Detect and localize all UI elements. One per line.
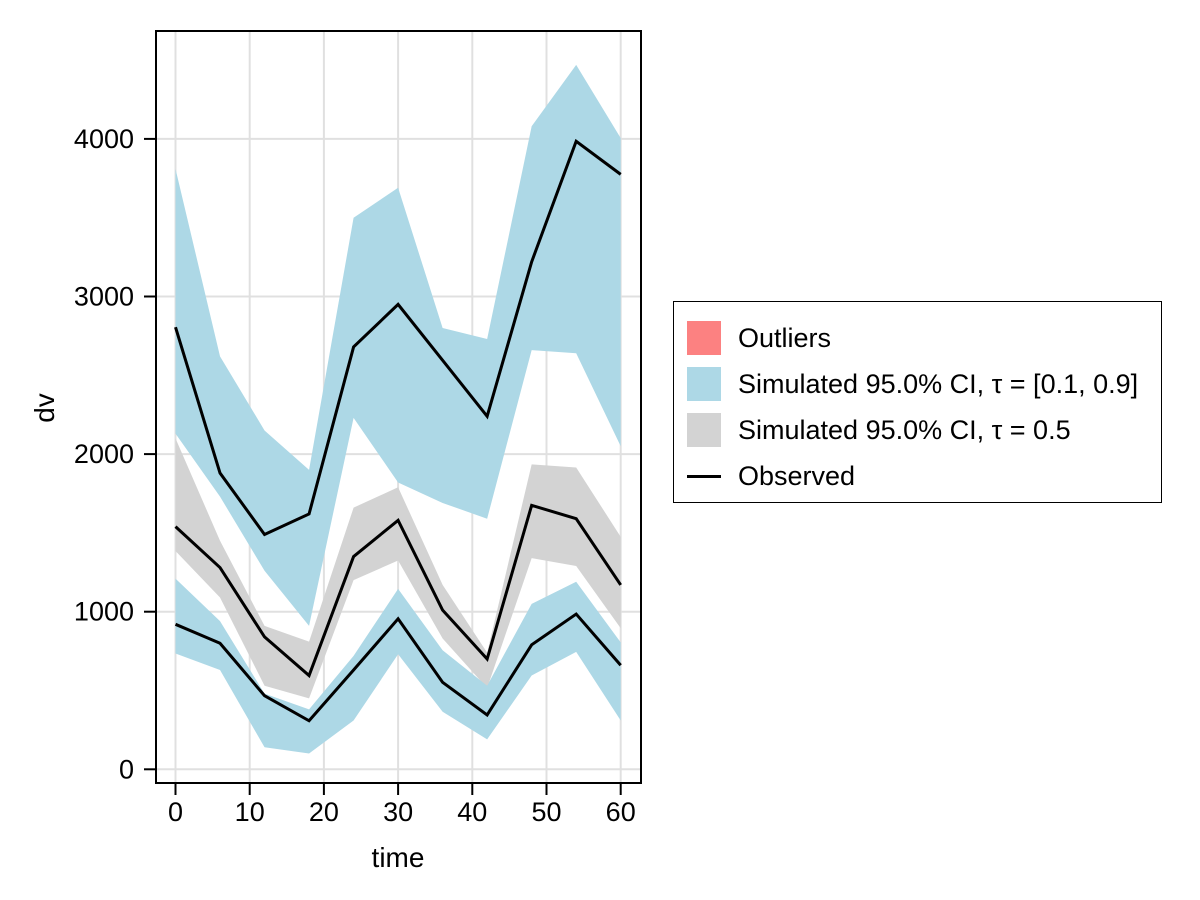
legend-label-outliers: Outliers xyxy=(738,322,832,353)
y-tick-label: 1000 xyxy=(74,597,134,627)
legend-label-observed: Observed xyxy=(738,460,856,491)
x-tick-label: 0 xyxy=(168,797,183,827)
x-tick-label: 20 xyxy=(309,797,339,827)
legend-item-sim-ci-outer: Simulated 95.0% CI, τ = [0.1, 0.9] xyxy=(687,367,1161,401)
x-axis-label: time xyxy=(371,842,425,873)
legend-swatch-sim-ci-median xyxy=(687,413,721,447)
legend-item-sim-ci-median: Simulated 95.0% CI, τ = 0.5 xyxy=(687,413,1161,447)
x-tick-label: 40 xyxy=(457,797,487,827)
ci-band-1 xyxy=(175,438,621,699)
ticks xyxy=(144,137,622,795)
legend-item-outliers: Outliers xyxy=(687,321,1161,355)
legend-swatch-sim-ci-outer xyxy=(687,367,721,401)
observed-line-1 xyxy=(174,503,622,679)
x-tick-label: 60 xyxy=(606,797,636,827)
observed-line-0 xyxy=(174,138,622,537)
y-tick-label: 0 xyxy=(119,754,134,784)
y-axis-label: dv xyxy=(29,393,60,423)
observed-line-2 xyxy=(174,612,622,723)
legend-item-observed: Observed xyxy=(687,459,1161,493)
x-tick-label: 10 xyxy=(235,797,265,827)
legend-swatch-outliers xyxy=(687,321,721,355)
legend-label-sim-ci-outer: Simulated 95.0% CI, τ = [0.1, 0.9] xyxy=(738,368,1139,399)
x-tick-label: 30 xyxy=(383,797,413,827)
legend-swatch-observed xyxy=(687,459,721,493)
legend-label-sim-ci-median: Simulated 95.0% CI, τ = 0.5 xyxy=(738,414,1071,445)
legend-line-stroke xyxy=(687,474,721,478)
ci-band-0 xyxy=(175,64,621,626)
y-tick-label: 3000 xyxy=(74,282,134,312)
x-tick-label: 50 xyxy=(531,797,561,827)
y-tick-label: 4000 xyxy=(74,124,134,154)
legend: Outliers Simulated 95.0% CI, τ = [0.1, 0.… xyxy=(673,301,1162,503)
y-tick-label: 2000 xyxy=(74,439,134,469)
